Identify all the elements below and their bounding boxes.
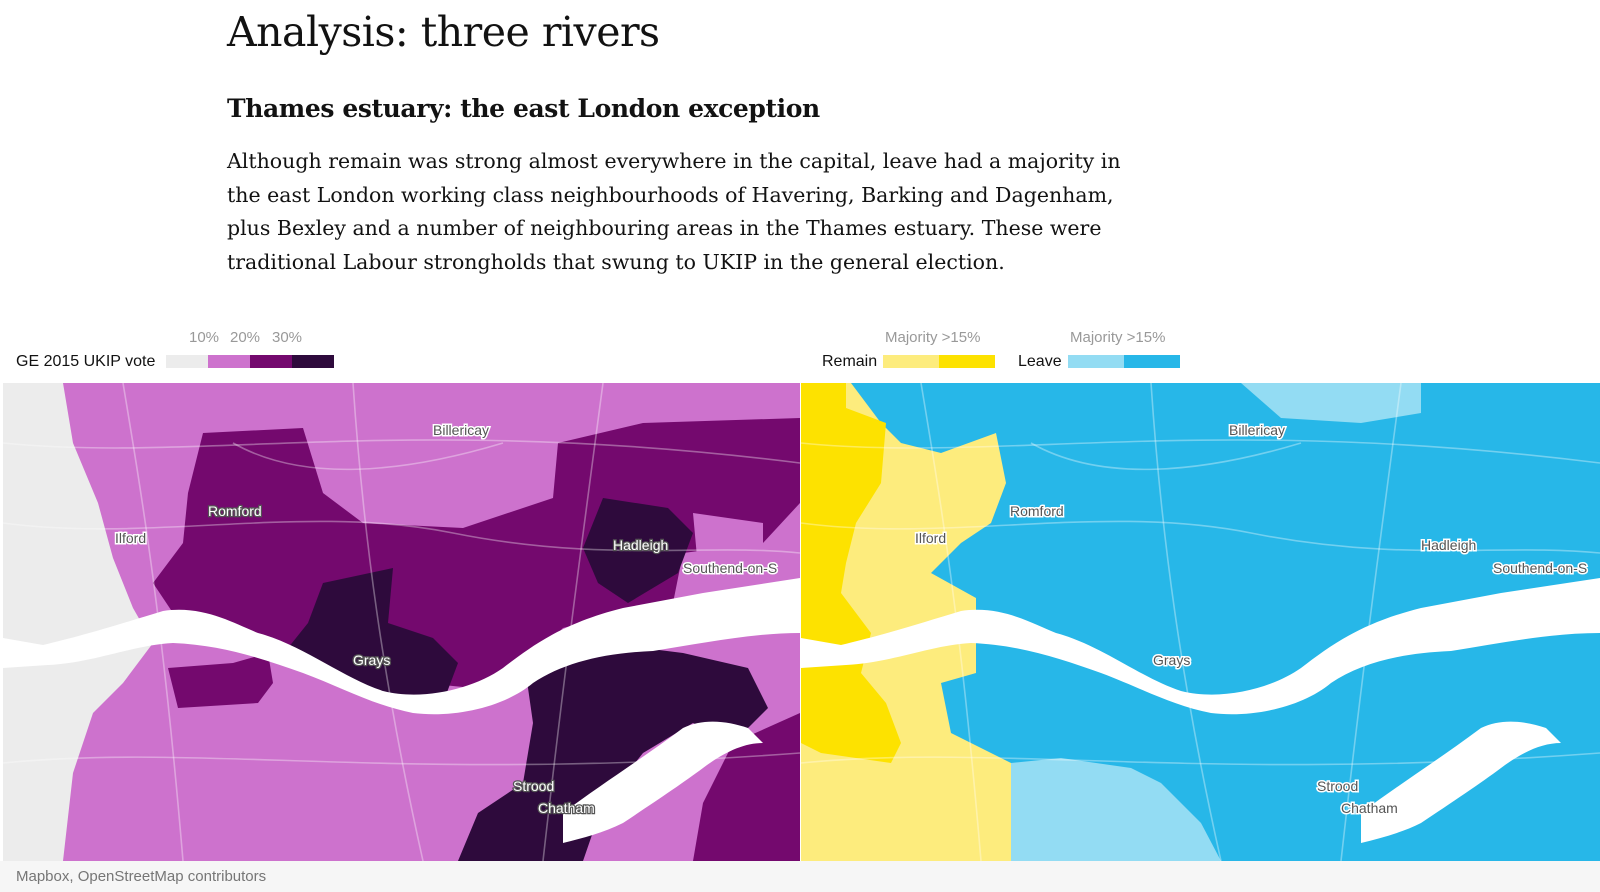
medway-estuary [563,721,763,843]
ukip-region-southend [693,513,763,568]
ukip-swatch-2 [250,355,292,368]
ukip-tick-10: 10% [189,329,220,346]
page-title: Analysis: three rivers [227,8,660,56]
ukip-swatch-1 [208,355,250,368]
referendum-map-canvas: Billericay Romford Ilford Hadleigh South… [801,383,1600,861]
medway-estuary-right [1361,721,1561,843]
label-southend: Southend-on-S [683,560,777,576]
remain-swatch-0 [883,355,939,368]
map-credit: Mapbox, OpenStreetMap contributors [16,868,267,885]
referendum-map[interactable]: Billericay Romford Ilford Hadleigh South… [801,383,1600,861]
label-strood: Strood [513,778,554,794]
leave-tick: Majority >15% [1070,329,1166,346]
label-strood-right: Strood [1317,778,1358,794]
ukip-region-west-london [3,383,153,861]
label-chatham: Chatham [538,800,595,816]
thames-river [3,578,800,715]
label-romford-right: Romford [1010,503,1064,519]
ukip-region-canvey [583,498,693,603]
leave-region-sevenoaks [1011,758,1221,861]
label-southend-right: Southend-on-S [1493,560,1587,576]
body-paragraph: Although remain was strong almost everyw… [227,149,1121,274]
leave-swatch-1 [1124,355,1180,368]
ukip-region-kent-east [693,713,800,861]
label-billericay-right: Billericay [1229,422,1285,438]
leave-swatch-0 [1068,355,1124,368]
ukip-map[interactable]: Billericay Romford Ilford Hadleigh South… [3,383,800,861]
map-footer: Mapbox, OpenStreetMap contributors [0,861,1600,892]
ukip-tick-30: 30% [272,329,303,346]
ukip-region-medway [458,643,768,861]
ukip-swatch-3 [292,355,334,368]
label-romford: Romford [208,503,262,519]
remain-tick: Majority >15% [885,329,981,346]
remain-region-inner-london [801,383,901,763]
road-network [3,383,800,861]
leave-legend-title: Leave [1018,353,1062,370]
label-ilford-right: Ilford [915,530,946,546]
remain-legend-title: Remain [822,353,878,370]
label-hadleigh: Hadleigh [613,537,668,553]
thames-river-right [801,578,1600,715]
ukip-map-canvas: Billericay Romford Ilford Hadleigh South… [3,383,800,861]
ukip-tick-20: 20% [230,329,261,346]
ukip-legend-title: GE 2015 UKIP vote [16,353,156,370]
remain-swatch-1 [939,355,995,368]
road-network-right [801,383,1600,861]
label-grays-right: Grays [1153,652,1190,668]
ukip-region-dagenham [168,653,273,708]
label-ilford: Ilford [115,530,146,546]
label-grays: Grays [353,652,390,668]
leave-region-brentwood [1241,383,1421,423]
section-heading: Thames estuary: the east London exceptio… [227,94,820,123]
label-chatham-right: Chatham [1341,800,1398,816]
label-hadleigh-right: Hadleigh [1421,537,1476,553]
ukip-swatch-0 [166,355,208,368]
label-billericay: Billericay [433,422,489,438]
